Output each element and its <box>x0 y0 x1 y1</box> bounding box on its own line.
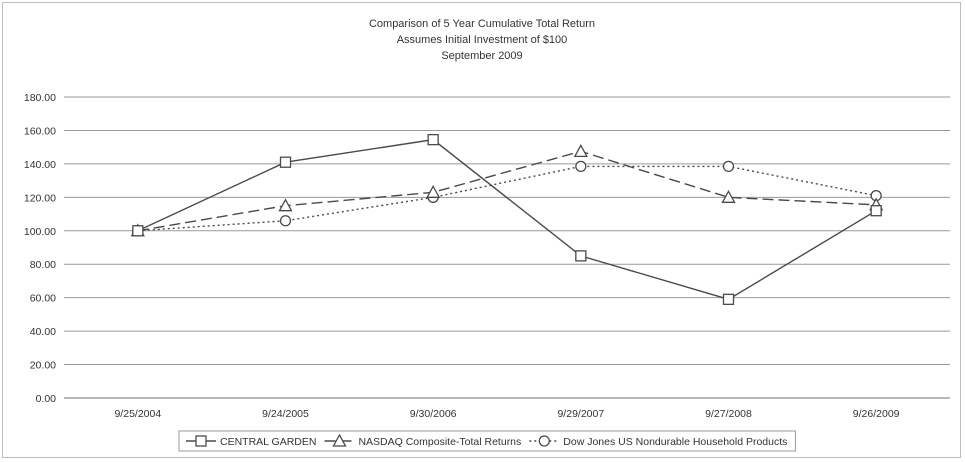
x-tick-label: 9/26/2009 <box>853 408 900 420</box>
series-group <box>130 133 884 305</box>
chart-title-line-1: Comparison of 5 Year Cumulative Total Re… <box>369 18 595 30</box>
x-tick-label: 9/24/2005 <box>262 408 309 420</box>
legend-label: CENTRAL GARDEN <box>220 436 316 448</box>
y-tick-label: 20.00 <box>30 360 56 372</box>
data-point-square <box>870 205 882 217</box>
y-tick-label: 100.00 <box>24 226 56 238</box>
y-tick-label: 40.00 <box>30 326 56 338</box>
data-point-triangle <box>278 198 293 212</box>
grid-lines <box>64 96 950 399</box>
x-tick-label: 9/25/2004 <box>114 408 161 420</box>
legend-marker-triangle <box>332 433 347 447</box>
data-point-square <box>575 250 587 262</box>
legend-item: NASDAQ Composite-Total Returns <box>324 433 521 448</box>
series-line <box>137 150 877 232</box>
legend: CENTRAL GARDEN NASDAQ Composite-Total Ret… <box>178 430 796 452</box>
y-tick-label: 80.00 <box>30 259 56 271</box>
x-tick-label: 9/29/2007 <box>557 408 604 420</box>
data-point-square <box>132 225 144 237</box>
data-point-circle <box>722 160 735 173</box>
y-tick-label: 180.00 <box>24 92 56 104</box>
x-tick-label: 9/30/2006 <box>410 408 457 420</box>
legend-item: CENTRAL GARDEN <box>186 435 316 448</box>
series-square <box>132 133 882 305</box>
series-triangle <box>130 143 884 237</box>
y-tick-label: 160.00 <box>24 125 56 137</box>
legend-label: Dow Jones US Nondurable Household Produc… <box>563 436 787 448</box>
data-point-circle <box>279 215 292 227</box>
legend-marker-circle <box>538 435 550 447</box>
data-point-square <box>427 133 439 146</box>
legend-item: Dow Jones US Nondurable Household Produc… <box>529 435 787 448</box>
chart-title: Comparison of 5 Year Cumulative Total Re… <box>369 18 595 62</box>
chart-title-line-2: Assumes Initial Investment of $100 <box>397 34 568 46</box>
legend-label: NASDAQ Composite-Total Returns <box>358 436 521 448</box>
x-tick-label: 9/27/2008 <box>705 408 752 420</box>
data-point-triangle <box>426 184 441 198</box>
y-tick-label: 60.00 <box>30 293 56 305</box>
data-point-square <box>279 156 292 168</box>
legend-marker-square <box>195 435 207 447</box>
series-line <box>137 138 877 301</box>
data-point-circle <box>575 160 587 173</box>
data-point-triangle <box>573 143 588 157</box>
y-axis: 0.00 20.00 40.00 60.00 80.00 100.00 120.00 140.… <box>24 92 56 405</box>
data-point-triangle <box>721 189 736 203</box>
series-line <box>137 165 877 232</box>
chart-title-line-3: September 2009 <box>441 50 522 62</box>
y-tick-label: 0.00 <box>36 393 57 405</box>
x-axis: 9/25/2004 9/24/2005 9/30/2006 9/29/2007 9/27… <box>114 408 899 420</box>
y-tick-label: 140.00 <box>24 159 56 171</box>
data-point-square <box>722 293 735 305</box>
y-tick-label: 120.00 <box>24 192 56 204</box>
